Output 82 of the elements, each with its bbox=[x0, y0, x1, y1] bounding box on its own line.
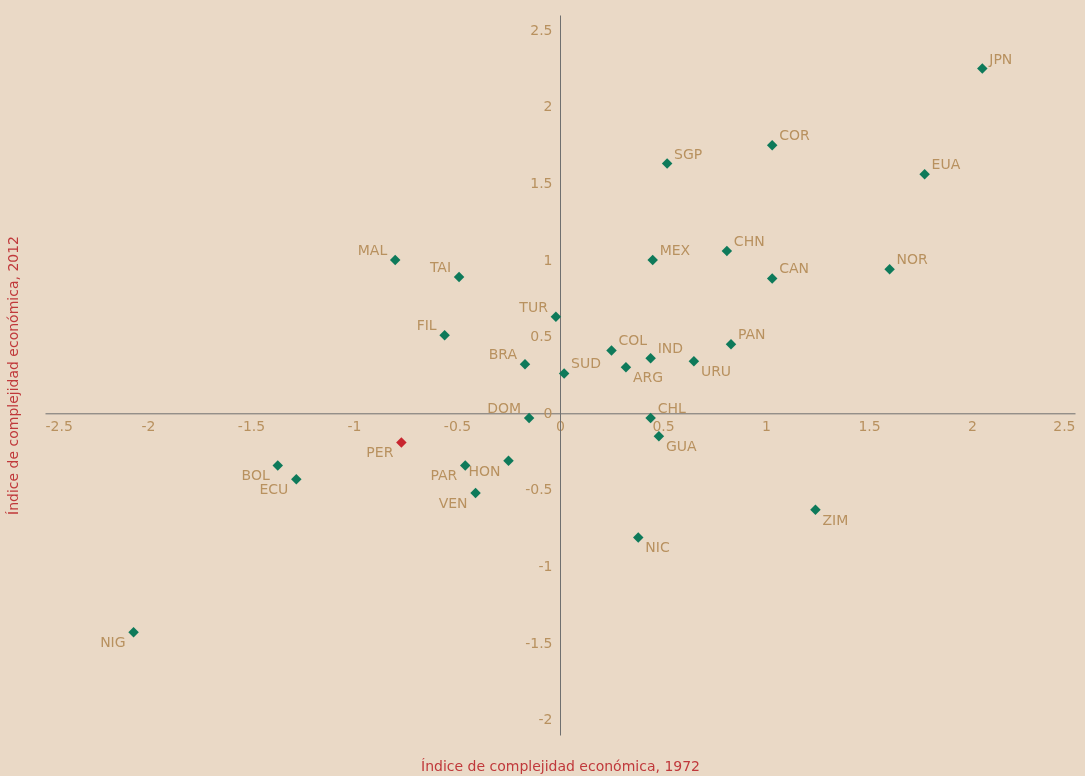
point bbox=[128, 627, 139, 638]
point bbox=[439, 329, 450, 341]
annotation: PER bbox=[366, 444, 394, 461]
x-tick-label: -2 bbox=[141, 417, 156, 434]
y-tick-label: 2.5 bbox=[530, 21, 553, 38]
annotation: NIG bbox=[100, 634, 126, 651]
x-tick-label: 1 bbox=[762, 417, 771, 434]
point bbox=[645, 352, 656, 364]
point bbox=[661, 158, 673, 169]
point bbox=[523, 412, 535, 424]
annotation: BOL bbox=[241, 467, 270, 484]
point bbox=[620, 362, 632, 373]
point bbox=[389, 254, 401, 266]
point bbox=[606, 345, 617, 356]
y-tick-label: -0.5 bbox=[525, 481, 553, 498]
x-tick-label: 1.5 bbox=[858, 417, 881, 434]
x-tick-label: -1 bbox=[347, 417, 362, 434]
annotation: VEN bbox=[438, 494, 468, 511]
annotation: FIL bbox=[416, 317, 437, 334]
y-tick-label: -2 bbox=[538, 711, 553, 728]
x-axis-title: Índice de complejidad económica, 1972 bbox=[420, 757, 701, 774]
x-tick-label: -2.5 bbox=[45, 417, 73, 434]
annotation: COL bbox=[618, 332, 648, 349]
annotation: GUA bbox=[665, 438, 697, 455]
point bbox=[460, 460, 471, 471]
annotation: MEX bbox=[659, 242, 691, 259]
annotation: EUA bbox=[931, 156, 961, 173]
annotation: TUR bbox=[518, 298, 549, 315]
point bbox=[725, 339, 737, 350]
point bbox=[453, 271, 465, 283]
annotation: CHN bbox=[733, 232, 765, 249]
annotation: PAR bbox=[430, 467, 458, 484]
point bbox=[503, 455, 514, 467]
x-tick-label: -0.5 bbox=[443, 417, 472, 434]
annotation: ZIM bbox=[822, 511, 849, 528]
point bbox=[550, 311, 562, 323]
annotation: BRA bbox=[488, 346, 518, 363]
point bbox=[884, 264, 895, 275]
annotation: HON bbox=[468, 462, 501, 479]
y-axis-title: Índice de complejidad económica, 2012 bbox=[4, 235, 21, 516]
point bbox=[396, 437, 407, 448]
annotation: CHL bbox=[657, 399, 686, 416]
annotation: NIC bbox=[645, 539, 670, 556]
point bbox=[470, 487, 481, 499]
point bbox=[766, 139, 778, 151]
point bbox=[519, 359, 531, 370]
annotation: PAN bbox=[737, 326, 766, 343]
annotation: URU bbox=[700, 363, 732, 380]
point bbox=[647, 254, 658, 266]
y-tick-label: 1.5 bbox=[530, 175, 553, 192]
x-tick-label: 2.5 bbox=[1053, 417, 1076, 434]
x-tick-label: 0.5 bbox=[652, 417, 675, 434]
annotation: ECU bbox=[259, 481, 289, 498]
annotation: COR bbox=[779, 127, 810, 144]
point bbox=[688, 355, 700, 367]
point bbox=[919, 169, 930, 180]
x-tick-label: 2 bbox=[968, 417, 977, 434]
y-tick-label: 2 bbox=[543, 98, 553, 115]
annotation: ARG bbox=[632, 369, 664, 386]
point bbox=[653, 431, 665, 442]
point bbox=[766, 273, 778, 284]
y-tick-label: -1 bbox=[538, 557, 553, 574]
point bbox=[291, 473, 302, 485]
y-tick-label: 0.5 bbox=[530, 328, 553, 345]
y-tick-label: -1.5 bbox=[525, 634, 553, 651]
x-tick-label: -1.5 bbox=[237, 417, 266, 434]
point bbox=[272, 460, 284, 471]
annotation: CAN bbox=[779, 260, 810, 277]
annotation: SGP bbox=[674, 145, 703, 162]
annotation: DOM bbox=[487, 399, 522, 416]
annotation: MAL bbox=[357, 242, 388, 259]
annotation: IND bbox=[657, 340, 684, 357]
point bbox=[977, 63, 988, 74]
annotation: JPN bbox=[988, 50, 1013, 67]
point bbox=[633, 532, 644, 543]
annotation: TAI bbox=[428, 258, 452, 275]
point bbox=[558, 368, 570, 379]
annotation: SUD bbox=[571, 355, 602, 372]
annotation: NOR bbox=[896, 251, 929, 268]
y-tick-label: 1 bbox=[543, 251, 553, 268]
point bbox=[721, 245, 733, 257]
point bbox=[810, 504, 821, 516]
